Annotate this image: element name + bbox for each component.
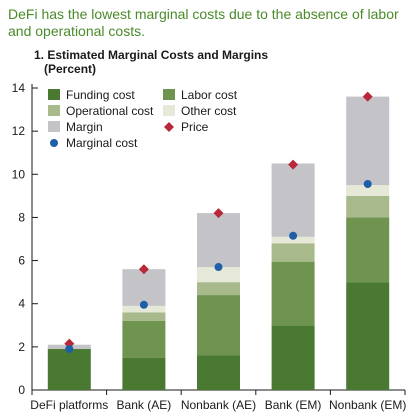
legend-swatch xyxy=(163,89,175,100)
legend-swatch xyxy=(48,121,60,132)
legend-label: Operational cost xyxy=(66,104,154,118)
axis-layer: 0 2 4 6 8 10 12 14 DeFi platforms Bank (AE) Nonban… xyxy=(12,81,407,412)
y-tick-label: 0 xyxy=(18,383,25,397)
chart-title-line1: 1. Estimated Marginal Costs and Margins xyxy=(34,48,269,62)
y-tick-label: 6 xyxy=(18,254,25,268)
x-tick-label: Bank (AE) xyxy=(117,398,172,412)
bar-segment xyxy=(271,163,315,237)
x-tick-label: Bank (EM) xyxy=(265,398,322,412)
legend-swatch xyxy=(48,89,60,100)
legend-marker-circle xyxy=(50,139,58,147)
bar-segment xyxy=(122,357,166,390)
legend-swatch xyxy=(48,105,60,116)
bar-segment xyxy=(271,325,315,390)
marginal-cost-marker xyxy=(363,179,372,188)
legend-label: Funding cost xyxy=(66,88,135,102)
bar-segment xyxy=(122,312,166,321)
price-marker xyxy=(138,264,149,275)
marginal-cost-marker xyxy=(214,263,223,272)
bar-segment xyxy=(197,282,240,296)
bar-segment xyxy=(47,349,91,390)
legend-swatch xyxy=(163,105,175,116)
marginal-cost-marker xyxy=(139,300,148,309)
y-tick-label: 8 xyxy=(18,210,25,224)
legend-marker-diamond xyxy=(164,122,174,132)
bar-segment xyxy=(346,217,390,283)
bar-segment xyxy=(197,295,240,356)
bar-segment xyxy=(122,305,166,313)
bar-segment xyxy=(271,243,315,262)
markers-layer xyxy=(64,91,373,354)
bar-segment xyxy=(346,195,390,218)
price-marker xyxy=(288,159,299,170)
bar-segment xyxy=(346,185,390,196)
bar-segment xyxy=(197,267,240,283)
legend-label: Marginal cost xyxy=(66,136,138,150)
chart-title-unit: (Percent) xyxy=(44,62,97,76)
x-tick-label: Nonbank (AE) xyxy=(181,398,256,412)
y-tick-label: 2 xyxy=(18,340,25,354)
y-tick-label: 14 xyxy=(12,81,26,95)
bar-segment xyxy=(271,261,315,326)
legend-label: Labor cost xyxy=(181,88,238,102)
bar-segment xyxy=(346,96,390,186)
marginal-cost-marker xyxy=(65,345,74,354)
marginal-cost-marker xyxy=(289,231,298,240)
y-tick-label: 10 xyxy=(12,167,26,181)
y-tick-label: 4 xyxy=(18,297,25,311)
price-marker xyxy=(213,208,224,219)
bar-segment xyxy=(122,269,166,306)
bar-segment xyxy=(346,282,390,390)
bar-segment xyxy=(197,355,240,390)
legend-label: Other cost xyxy=(181,104,237,118)
x-tick-label: Nonbank (EM) xyxy=(329,398,406,412)
chart-title: 1. Estimated Marginal Costs and Margins … xyxy=(34,48,268,76)
x-tick-label: DeFi platforms xyxy=(30,398,108,412)
y-tick-label: 12 xyxy=(12,124,26,138)
bar-segment xyxy=(197,213,240,268)
bar-segment xyxy=(122,320,166,358)
bar-segment xyxy=(271,236,315,244)
chart-headline: DeFi has the lowest marginal costs due t… xyxy=(8,6,399,39)
legend-label: Price xyxy=(181,120,209,134)
legend-label: Margin xyxy=(66,120,103,134)
legend: Funding cost Labor cost Operational cost Ot… xyxy=(48,88,238,150)
price-marker xyxy=(362,91,373,102)
bars-layer xyxy=(47,96,390,390)
